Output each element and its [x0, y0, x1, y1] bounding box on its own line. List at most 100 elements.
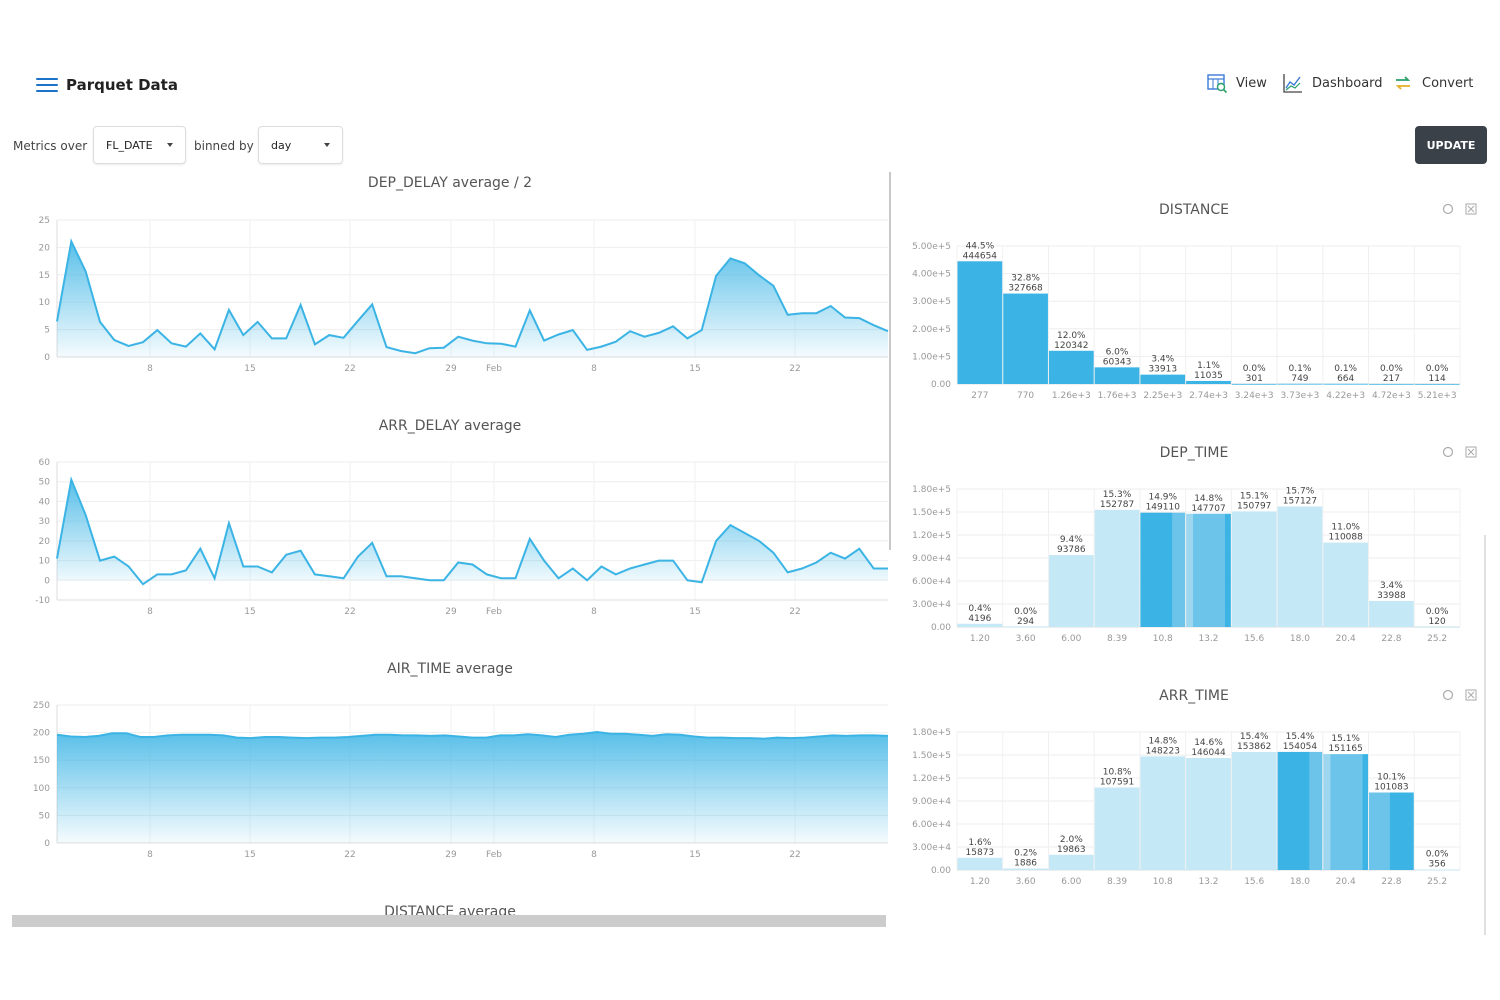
bar-percent-label: 0.1%: [1334, 364, 1357, 374]
close-chart-icon[interactable]: [1465, 446, 1477, 458]
nav-view[interactable]: View: [1206, 72, 1267, 94]
x-tick-label: 6.00: [1061, 877, 1081, 887]
panel-divider[interactable]: [889, 172, 891, 550]
reset-zoom-icon[interactable]: [1442, 203, 1454, 215]
x-tick-label: 10.8: [1153, 634, 1173, 644]
histogram-bar: [1323, 383, 1369, 385]
x-tick-label: 13.2: [1198, 634, 1218, 644]
x-tick-label: 18.0: [1290, 634, 1310, 644]
x-tick-label: Feb: [486, 364, 502, 374]
histogram-bar: [1277, 383, 1323, 385]
bar-count-label: 15873: [966, 848, 995, 858]
close-chart-icon[interactable]: [1465, 203, 1477, 215]
x-tick-label: 2.74e+3: [1189, 391, 1228, 401]
horizontal-scrollbar[interactable]: [12, 915, 886, 927]
histogram-bar: [1094, 367, 1140, 384]
histogram-bar: [1003, 626, 1048, 628]
update-button[interactable]: UPDATE: [1415, 126, 1487, 164]
bar-percent-label: 0.4%: [968, 604, 991, 614]
y-tick-label: 150: [33, 756, 50, 766]
chart-title: AIR_TIME average: [387, 661, 513, 677]
histogram-bar: [1048, 350, 1094, 384]
chevron-down-icon: [324, 143, 330, 147]
bar-count-label: 19863: [1057, 845, 1086, 855]
close-chart-icon[interactable]: [1465, 689, 1477, 701]
reset-zoom-icon[interactable]: [1442, 689, 1454, 701]
bar-percent-label: 14.6%: [1194, 738, 1223, 748]
histogram-bar: [1094, 509, 1140, 627]
y-tick-label: 0: [44, 839, 50, 849]
histogram-panel: DISTANCE 0.00 1.00e+5 2.00e+5 3.00e+5 4.00e+5…: [912, 202, 1477, 887]
bar-percent-label: 14.8%: [1194, 494, 1223, 504]
y-tick-label: 2.00e+5: [912, 325, 951, 335]
convert-arrows-icon: [1395, 76, 1411, 90]
bar-count-label: 301: [1246, 374, 1263, 384]
bar-percent-label: 0.0%: [1243, 364, 1266, 374]
histogram-bar: [1186, 513, 1193, 627]
histogram-bar-segment: [1172, 512, 1186, 627]
x-tick-label: 1.76e+3: [1098, 391, 1137, 401]
area-fill: [57, 241, 888, 357]
chart-title: DEP_TIME: [1160, 445, 1229, 461]
histogram-bar: [1048, 555, 1094, 627]
histogram-bar: [1277, 506, 1323, 627]
histogram-bar: [957, 261, 1003, 384]
y-tick-label: 1.50e+5: [912, 751, 951, 761]
bar-count-label: 327668: [1008, 284, 1043, 294]
right-scrollbar[interactable]: [1484, 535, 1486, 935]
app-title: Parquet Data: [66, 76, 178, 94]
bar-count-label: 11035: [1194, 371, 1223, 381]
arr-delay-chart: ARR_DELAY average -10 0 10 20 30 40 50 60 8 15 22 29…: [35, 418, 888, 617]
y-tick-label: 0: [44, 576, 50, 586]
histogram-bar: [1003, 293, 1048, 384]
x-tick-label: 5.21e+3: [1418, 391, 1457, 401]
x-tick-label: 25.2: [1427, 877, 1447, 887]
chevron-down-icon: [167, 143, 173, 147]
bar-count-label: 151165: [1329, 744, 1363, 754]
histogram-bar: [1414, 383, 1460, 385]
y-tick-label: 60: [39, 458, 51, 468]
y-tick-label: 1.80e+5: [912, 485, 951, 495]
y-tick-label: 1.80e+5: [912, 728, 951, 738]
histogram-bar: [1048, 854, 1094, 870]
x-tick-label: 8: [591, 364, 597, 374]
menu-icon[interactable]: [36, 78, 58, 96]
histogram-bar: [1369, 383, 1414, 385]
reset-zoom-icon[interactable]: [1442, 446, 1454, 458]
bar-count-label: 153862: [1237, 742, 1271, 752]
bar-percent-label: 0.1%: [1289, 364, 1312, 374]
histogram-bar: [1369, 600, 1414, 627]
histogram-bar: [1094, 787, 1140, 870]
nav-dashboard[interactable]: Dashboard: [1282, 72, 1383, 94]
bar-count-label: 146044: [1191, 748, 1226, 758]
x-tick-label: 29: [445, 364, 457, 374]
x-tick-label: Feb: [486, 607, 502, 617]
histogram-bar: [1140, 374, 1186, 384]
bar-percent-label: 0.0%: [1426, 607, 1449, 617]
bar-percent-label: 3.4%: [1151, 355, 1174, 365]
bar-percent-label: 14.8%: [1148, 736, 1177, 746]
y-tick-label: 6.00e+4: [912, 820, 951, 830]
nav-convert[interactable]: Convert: [1392, 72, 1473, 94]
bar-percent-label: 32.8%: [1011, 274, 1040, 284]
histogram-bar: [1323, 754, 1331, 870]
bar-percent-label: 15.4%: [1240, 732, 1269, 742]
bar-count-label: 114: [1429, 374, 1446, 384]
bar-percent-label: 0.0%: [1380, 364, 1403, 374]
histogram-bar: [1003, 868, 1048, 870]
dep-time-histogram: DEP_TIME 0.00 3.00e+4 6.00e+4 9.00e+4 1.20e+5…: [912, 445, 1477, 644]
metrics-field-value: FL_DATE: [106, 138, 153, 152]
x-tick-label: 15.6: [1244, 634, 1264, 644]
line-charts-panel: DEP_DELAY average / 2 0 5 10 15 20 25 8 15 22 29 Fe…: [33, 175, 889, 920]
y-tick-label: 20: [39, 537, 51, 547]
bar-count-label: 294: [1017, 617, 1034, 627]
reset-zoom-icon-ring: [1442, 203, 1454, 215]
close-chart-icon-box: [1465, 446, 1477, 458]
y-tick-label: 50: [39, 811, 51, 821]
metrics-field-select[interactable]: FL_DATE: [93, 126, 186, 164]
histogram-bar: [1277, 751, 1310, 870]
x-tick-label: 20.4: [1336, 877, 1356, 887]
bar-count-label: 149110: [1146, 503, 1181, 513]
y-tick-label: 15: [39, 271, 50, 281]
bin-size-select[interactable]: day: [258, 126, 343, 164]
